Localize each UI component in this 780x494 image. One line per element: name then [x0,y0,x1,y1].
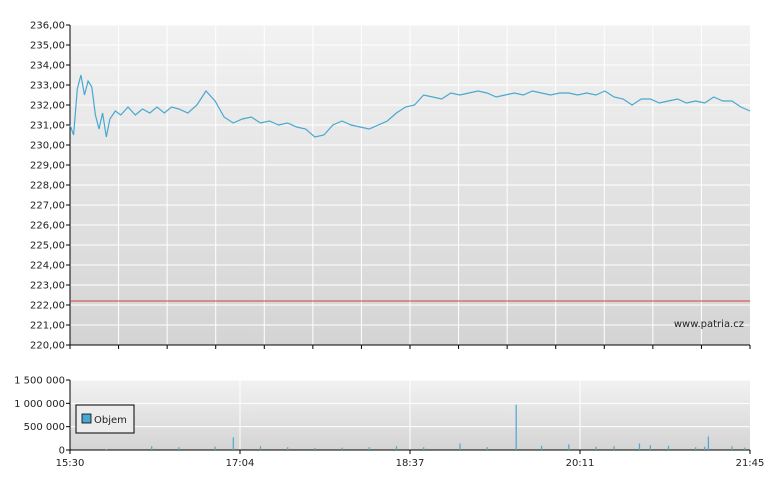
volume-bar [151,446,153,450]
volume-panel: 0 500 000 1 000 000 1 500 000 Objem 15:30 17… [14,376,764,470]
volume-bar [214,446,216,450]
price-panel: 220,00 221,00 222,00 223,00 224,00 225,00 226,… [30,21,751,352]
price-y-tick-label: 223,00 [30,281,65,292]
price-y-tick-label: 235,00 [30,41,65,52]
price-x-axis [69,345,751,349]
volume-bar [232,437,234,450]
price-y-tick-label: 231,00 [30,121,65,132]
volume-bar [638,443,641,450]
volume-bar [649,445,651,450]
volume-bar [486,447,488,450]
volume-bar [287,447,289,450]
volume-bar [178,447,180,450]
volume-bar [695,447,697,450]
volume-legend: Objem [75,404,135,434]
volume-bar [395,446,398,450]
volume-bar [341,447,343,450]
price-y-tick-label: 221,00 [30,321,65,332]
price-y-tick-label: 228,00 [30,181,65,192]
price-y-tick-label: 225,00 [30,241,65,252]
volume-bar [744,447,746,450]
x-tick-label: 15:30 [56,458,85,469]
volume-bars [105,404,746,450]
x-tick-label: 21:45 [736,458,765,469]
price-y-tick-label: 222,00 [30,301,65,312]
price-y-tick-label: 226,00 [30,221,65,232]
watermark-text: www.patria.cz [674,319,744,330]
price-gridlines [70,24,750,346]
price-y-tick-label: 227,00 [30,201,65,212]
volume-y-tick-label: 500 000 [24,422,65,433]
volume-bar [595,446,597,450]
volume-y-tick-label: 1 500 000 [14,376,65,387]
volume-bar [667,445,670,450]
volume-x-axis: 15:30 17:04 18:37 20:11 21:45 [56,450,765,469]
x-tick-label: 18:37 [396,458,425,469]
volume-bar [368,447,370,450]
price-y-tick-label: 224,00 [30,261,65,272]
price-y-tick-label: 232,00 [30,101,65,112]
legend-label: Objem [94,415,127,426]
price-y-tick-label: 230,00 [30,141,65,152]
legend-swatch [81,413,92,424]
volume-bar [259,446,262,450]
volume-bar [105,449,107,450]
volume-bar [423,447,425,450]
volume-bar [613,446,615,450]
volume-y-tick-label: 0 [59,446,65,457]
price-y-tick-label: 220,00 [30,341,65,352]
price-y-tick-label: 229,00 [30,161,65,172]
volume-bar [707,436,709,450]
price-y-axis: 220,00 221,00 222,00 223,00 224,00 225,00 226,… [30,21,750,352]
x-tick-label: 20:11 [566,458,595,469]
volume-bar [568,444,570,450]
x-tick-label: 17:04 [226,458,255,469]
price-series-line [69,74,751,138]
volume-bar [731,446,733,450]
volume-bar [540,445,543,450]
volume-bar [459,443,461,450]
price-y-tick-label: 234,00 [30,61,65,72]
price-y-tick-label: 233,00 [30,81,65,92]
volume-bar [515,404,517,450]
volume-y-tick-label: 1 000 000 [14,399,65,410]
price-y-tick-label: 236,00 [30,21,65,32]
volume-bar [704,446,706,450]
volume-bar [314,448,316,450]
